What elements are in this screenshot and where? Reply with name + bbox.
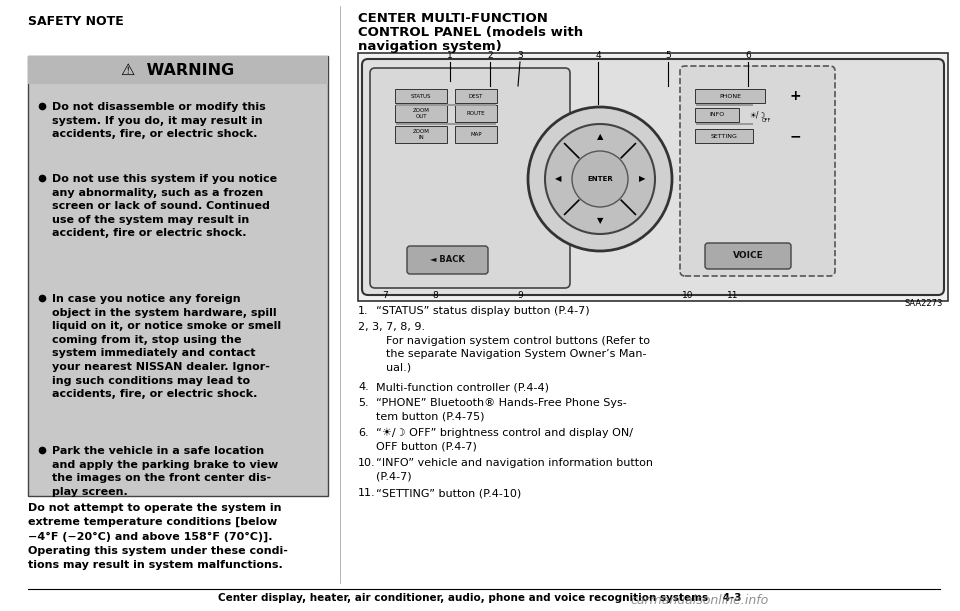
Bar — [695, 129, 753, 143]
Text: 6: 6 — [745, 51, 751, 60]
Text: SAA2273: SAA2273 — [904, 299, 943, 308]
FancyBboxPatch shape — [705, 243, 791, 269]
Text: 4.: 4. — [358, 382, 369, 392]
Text: −: − — [789, 129, 801, 143]
Text: 8: 8 — [432, 291, 438, 300]
Circle shape — [545, 124, 655, 234]
Text: ◀: ◀ — [555, 175, 562, 183]
Text: Center display, heater, air conditioner, audio, phone and voice recognition syst: Center display, heater, air conditioner,… — [218, 593, 742, 603]
Text: 1: 1 — [447, 51, 453, 60]
Text: ROUTE: ROUTE — [467, 111, 486, 116]
Text: ▲: ▲ — [597, 133, 603, 142]
Bar — [395, 126, 447, 143]
Bar — [695, 89, 765, 103]
Bar — [455, 89, 497, 103]
Text: Park the vehicle in a safe location
and apply the parking brake to view
the imag: Park the vehicle in a safe location and … — [52, 446, 278, 497]
Text: ☀/☽: ☀/☽ — [750, 111, 766, 120]
Text: 5.: 5. — [358, 398, 369, 408]
Bar — [28, 56, 328, 84]
FancyBboxPatch shape — [370, 68, 570, 288]
Text: VOICE: VOICE — [732, 252, 763, 260]
Text: 4: 4 — [595, 51, 601, 60]
Bar — [696, 103, 753, 106]
Text: 10: 10 — [683, 291, 694, 300]
Text: INFO: INFO — [709, 112, 725, 117]
Text: 11.: 11. — [358, 488, 375, 498]
Bar — [358, 53, 948, 301]
Text: “STATUS” status display button (P.4-7): “STATUS” status display button (P.4-7) — [376, 306, 589, 316]
Text: Do not disassemble or modify this
system. If you do, it may result in
accidents,: Do not disassemble or modify this system… — [52, 102, 266, 139]
Text: STATUS: STATUS — [411, 93, 431, 98]
Bar — [28, 56, 328, 496]
FancyBboxPatch shape — [407, 246, 488, 274]
Text: Multi-function controller (P.4-4): Multi-function controller (P.4-4) — [376, 382, 549, 392]
Text: DEST: DEST — [468, 93, 483, 98]
Circle shape — [528, 107, 672, 251]
Text: 3: 3 — [517, 51, 523, 60]
Text: For navigation system control buttons (Refer to
the separate Navigation System O: For navigation system control buttons (R… — [386, 336, 650, 372]
Text: MAP: MAP — [470, 132, 482, 137]
Text: SETTING: SETTING — [710, 133, 737, 139]
Text: “PHONE” Bluetooth® Hands-Free Phone Sys-
tem button (P.4-75): “PHONE” Bluetooth® Hands-Free Phone Sys-… — [376, 398, 627, 421]
Text: “☀/☽ OFF” brightness control and display ON/
OFF button (P.4-7): “☀/☽ OFF” brightness control and display… — [376, 428, 633, 452]
Text: “INFO” vehicle and navigation information button
(P.4-7): “INFO” vehicle and navigation informatio… — [376, 458, 653, 481]
Bar — [696, 122, 753, 125]
FancyBboxPatch shape — [680, 66, 835, 276]
Text: In case you notice any foreign
object in the system hardware, spill
liquid on it: In case you notice any foreign object in… — [52, 294, 281, 399]
Text: 1.: 1. — [358, 306, 369, 316]
Bar — [396, 122, 496, 125]
Text: 2, 3, 7, 8, 9.: 2, 3, 7, 8, 9. — [358, 322, 425, 332]
Bar — [395, 89, 447, 103]
Text: Do not attempt to operate the system in
extreme temperature conditions [below
−4: Do not attempt to operate the system in … — [28, 503, 288, 569]
Text: ▼: ▼ — [597, 216, 603, 225]
Text: navigation system): navigation system) — [358, 40, 502, 53]
Bar — [695, 108, 739, 122]
Text: CONTROL PANEL (models with: CONTROL PANEL (models with — [358, 26, 583, 39]
Text: Do not use this system if you notice
any abnormality, such as a frozen
screen or: Do not use this system if you notice any… — [52, 174, 277, 238]
Text: SAFETY NOTE: SAFETY NOTE — [28, 15, 124, 28]
Text: 9: 9 — [517, 291, 523, 300]
Text: 2: 2 — [487, 51, 492, 60]
Bar — [455, 105, 497, 122]
Text: ⚠  WARNING: ⚠ WARNING — [121, 62, 234, 78]
Text: ▶: ▶ — [638, 175, 645, 183]
Text: 11: 11 — [728, 291, 739, 300]
Bar — [395, 105, 447, 122]
Text: ZOOM
OUT: ZOOM OUT — [413, 108, 429, 119]
Text: PHONE: PHONE — [719, 93, 741, 98]
Text: OFF: OFF — [761, 119, 771, 123]
Text: ◄ BACK: ◄ BACK — [430, 255, 465, 265]
Text: CENTER MULTI-FUNCTION: CENTER MULTI-FUNCTION — [358, 12, 548, 25]
Text: 10.: 10. — [358, 458, 375, 468]
Circle shape — [572, 151, 628, 207]
Bar — [455, 126, 497, 143]
Text: 7: 7 — [382, 291, 388, 300]
Text: carmanualsonline.info: carmanualsonline.info — [631, 594, 769, 607]
Text: +: + — [789, 89, 801, 103]
Bar — [396, 103, 496, 106]
FancyBboxPatch shape — [362, 59, 944, 295]
Text: ENTER: ENTER — [588, 176, 612, 182]
Text: 6.: 6. — [358, 428, 369, 438]
Text: “SETTING” button (P.4-10): “SETTING” button (P.4-10) — [376, 488, 521, 498]
Text: 5: 5 — [665, 51, 671, 60]
Text: ZOOM
IN: ZOOM IN — [413, 130, 429, 140]
